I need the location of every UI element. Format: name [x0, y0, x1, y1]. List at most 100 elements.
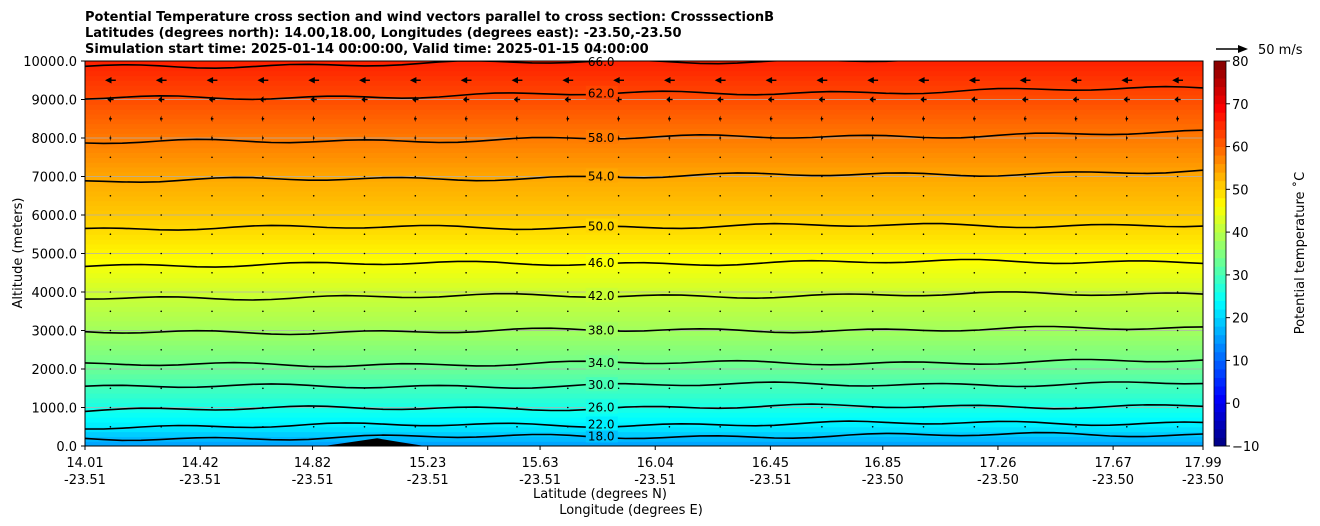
wind-vector [262, 329, 264, 332]
wind-vector [1024, 175, 1026, 178]
wind-vector [516, 349, 518, 351]
wind-vector-head [463, 96, 467, 103]
plot-area: 18.022.0 26.0 30.0 34.0 38.0 42.0 46.0 50.0 54.0… [84, 55, 1204, 447]
wind-vector [668, 329, 671, 332]
contour-label-38.0: 38.0 [588, 324, 615, 338]
wind-vector [719, 368, 721, 370]
wind-vector [465, 233, 467, 235]
contour-label-backdrop [585, 255, 618, 270]
colorbar-band [1214, 61, 1226, 70]
wind-vector [262, 349, 264, 351]
colorbar-band [1214, 309, 1226, 319]
wind-vector [1024, 214, 1026, 216]
wind-vector [160, 406, 162, 409]
wind-vector-head [717, 96, 721, 103]
wind-vector [1176, 175, 1179, 178]
temperature-band [85, 65, 1203, 72]
wind-vector [1024, 329, 1026, 332]
wind-vector [1126, 349, 1128, 351]
wind-vectors [105, 77, 1183, 428]
wind-vector [211, 368, 213, 370]
colorbar-band [1214, 274, 1226, 284]
temperature-band [85, 316, 1203, 322]
colorbar-band [1214, 360, 1226, 370]
wind-vector [516, 156, 518, 159]
wind-vector-head [968, 77, 976, 84]
wind-vector [211, 291, 213, 293]
vector-key: 50 m/s [1216, 43, 1303, 58]
temperature-band [85, 393, 1203, 399]
wind-vector-head [770, 134, 772, 142]
wind-vector [1126, 272, 1128, 274]
wind-vector [668, 406, 671, 409]
wind-vector [617, 426, 620, 428]
wind-vector [821, 252, 823, 255]
wind-vector-head [464, 115, 467, 122]
wind-vector [973, 156, 976, 159]
wind-vector [312, 406, 315, 409]
wind-vector-head [871, 115, 873, 122]
wind-vector [668, 233, 671, 235]
wind-vector [363, 214, 366, 216]
wind-vector [211, 349, 213, 351]
wind-vector [973, 272, 976, 274]
temperature-band [85, 263, 1203, 269]
contour-line-38.0 [85, 325, 1203, 336]
wind-vector-head [564, 96, 569, 103]
temperature-band [85, 128, 1203, 134]
wind-vector-head [511, 77, 518, 84]
wind-vector [567, 214, 569, 216]
contour-line-50.0 [85, 222, 1203, 231]
vector-key-label: 50 m/s [1258, 43, 1303, 58]
colorbar-band [1214, 197, 1226, 207]
wind-vector-head [1023, 115, 1026, 122]
temperature-band [85, 369, 1203, 375]
wind-vector [211, 195, 213, 197]
wind-vector [414, 272, 417, 274]
contour-line-42.0 [85, 291, 1203, 301]
wind-vector [617, 195, 620, 197]
temperature-band [85, 229, 1203, 235]
temperature-band [85, 162, 1203, 168]
y-axis: 0.0 1000.0 2000.0 3000.0 4000.0 5000.0 6000.0 7… [23, 55, 85, 455]
wind-vector [211, 310, 213, 313]
wind-vector [1024, 310, 1026, 313]
y-tick-label: 3000.0 [32, 325, 78, 340]
colorbar-band [1214, 138, 1226, 147]
y-tick-label: 8000.0 [32, 132, 78, 147]
wind-vector [821, 214, 823, 216]
wind-vector [1075, 349, 1077, 351]
wind-vector [211, 233, 213, 235]
temperature-band [85, 200, 1203, 206]
wind-vector [516, 329, 518, 332]
x-axis: 14.01 -23.51 14.42 -23.51 14.82 -23.51 15.23 -2… [64, 446, 1224, 488]
contour-label-backdrop [585, 416, 618, 431]
contour-label-62.0: 62.0 [588, 87, 615, 101]
wind-vector-head [668, 134, 670, 142]
wind-vector [567, 426, 569, 428]
wind-vector [719, 233, 721, 235]
colorbar-band [1214, 180, 1226, 190]
wind-vector [719, 195, 721, 197]
wind-vector [922, 426, 925, 428]
wind-vector [312, 272, 315, 274]
wind-vector [922, 175, 925, 178]
wind-vector [1075, 195, 1077, 197]
colorbar-band [1214, 120, 1226, 130]
x-tick-label-latitude: 17.99 [1184, 456, 1221, 471]
x-tick-label-latitude: 14.82 [294, 456, 331, 471]
wind-vector [922, 349, 925, 351]
contour-label-34.0: 34.0 [588, 356, 615, 370]
temperature-band [85, 113, 1203, 120]
contour-lines [85, 61, 1203, 442]
wind-vector [1126, 252, 1128, 255]
wind-vector [109, 156, 112, 159]
wind-vector [1176, 349, 1179, 351]
wind-vector [668, 214, 671, 216]
wind-vector [363, 426, 366, 428]
wind-vector [617, 175, 620, 178]
temperature-band [85, 133, 1203, 139]
wind-vector-head [1123, 96, 1128, 103]
wind-vector-head [818, 96, 823, 103]
